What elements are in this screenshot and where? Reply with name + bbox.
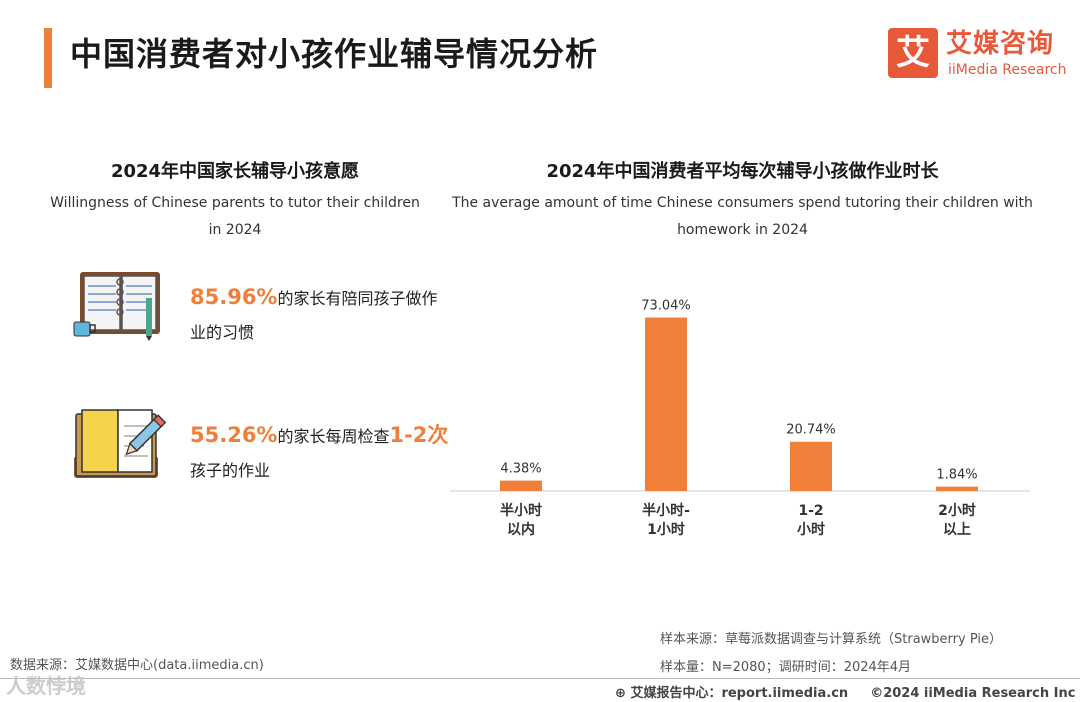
stat1-value: 85.96% xyxy=(190,285,278,309)
category-label-1-1: 1小时 xyxy=(647,521,685,538)
left-subtitle-line1: Willingness of Chinese parents to tutor … xyxy=(50,195,420,211)
data-source: 数据来源：艾媒数据中心(data.iimedia.cn) xyxy=(10,658,264,673)
bar-value-label-3: 1.84% xyxy=(936,468,977,483)
stat1-text-line1: 的家长有陪同孩子做作 xyxy=(277,289,438,308)
category-label-1-0: 半小时- xyxy=(642,502,690,519)
chart-subtitle-line2: homework in 2024 xyxy=(677,222,808,238)
bar-1 xyxy=(645,317,687,491)
stat-tutoring-habit: 85.96%的家长有陪同孩子做作 业的习惯 xyxy=(190,280,455,350)
report-center-link[interactable]: 艾媒报告中心：report.iimedia.cn xyxy=(630,686,849,701)
stat2-frequency: 1-2次 xyxy=(389,423,449,447)
bar-0 xyxy=(500,480,542,491)
bar-value-label-2: 20.74% xyxy=(786,423,836,438)
notebook-icon xyxy=(73,272,160,341)
category-label-0-1: 以内 xyxy=(507,521,535,538)
logo-en-text: iiMedia Research xyxy=(948,62,1067,78)
book-pencil-icon xyxy=(74,409,167,478)
logo-mark: 艾 xyxy=(888,28,938,78)
stat2-text-mid: 的家长每周检查 xyxy=(277,427,390,446)
stat2-value: 55.26% xyxy=(190,423,278,447)
left-section-title: 2024年中国家长辅导小孩意愿 xyxy=(110,161,360,182)
logo-cn-text: 艾媒咨询 xyxy=(946,29,1055,59)
copyright: ©2024 iiMedia Research Inc xyxy=(870,686,1076,701)
iimedia-logo: 艾 艾媒咨询 iiMedia Research xyxy=(888,28,1068,84)
sample-size: 样本量：N=2080；调研时间：2024年4月 xyxy=(660,660,912,675)
page-title: 中国消费者对小孩作业辅导情况分析 xyxy=(70,35,599,73)
left-subtitle-line2: in 2024 xyxy=(208,222,262,238)
chart-subtitle: The average amount of time Chinese consu… xyxy=(445,190,1040,244)
category-label-3-0: 2小时 xyxy=(938,502,976,519)
footer-bar: ⊕ 艾媒报告中心：report.iimedia.cn ©2024 iiMedia … xyxy=(615,682,1075,701)
category-label-0-0: 半小时 xyxy=(500,502,542,519)
category-label-2-1: 小时 xyxy=(797,521,825,538)
bar-3 xyxy=(936,486,978,491)
watermark: 人数悖境 xyxy=(6,674,86,698)
bar-value-label-1: 73.04% xyxy=(641,299,691,314)
left-section-subtitle: Willingness of Chinese parents to tutor … xyxy=(40,190,430,244)
chart-subtitle-line1: The average amount of time Chinese consu… xyxy=(452,195,1033,211)
stat2-text-line2: 孩子的作业 xyxy=(190,461,271,480)
globe-icon: ⊕ xyxy=(615,686,626,701)
title-accent-bar xyxy=(44,28,52,88)
stat1-text-line2: 业的习惯 xyxy=(190,323,255,342)
bar-value-label-0: 4.38% xyxy=(500,462,541,477)
stat-weekly-check: 55.26%的家长每周检查1-2次 孩子的作业 xyxy=(190,418,455,488)
category-label-2-0: 1-2 xyxy=(798,503,823,519)
sample-source: 样本来源：草莓派数据调查与计算系统（Strawberry Pie） xyxy=(660,632,1002,647)
chart-title: 2024年中国消费者平均每次辅导小孩做作业时长 xyxy=(546,161,939,182)
category-label-3-1: 以上 xyxy=(943,522,971,538)
footer-divider xyxy=(0,678,1080,679)
bar-2 xyxy=(790,441,832,491)
